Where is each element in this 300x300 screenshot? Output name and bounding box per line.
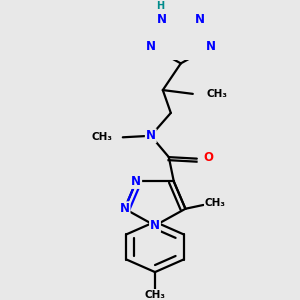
Text: N: N bbox=[206, 40, 216, 53]
Text: N: N bbox=[195, 13, 205, 26]
Text: N: N bbox=[131, 175, 141, 188]
Text: N: N bbox=[146, 129, 156, 142]
Text: N: N bbox=[146, 40, 155, 53]
Text: N: N bbox=[150, 219, 160, 232]
Text: CH₃: CH₃ bbox=[145, 290, 166, 300]
Text: N: N bbox=[157, 13, 167, 26]
Text: H: H bbox=[156, 1, 164, 10]
Text: CH₃: CH₃ bbox=[205, 198, 226, 208]
Text: CH₃: CH₃ bbox=[207, 89, 228, 99]
Text: CH₃: CH₃ bbox=[92, 132, 113, 142]
Text: N: N bbox=[120, 202, 130, 215]
Text: O: O bbox=[204, 151, 214, 164]
